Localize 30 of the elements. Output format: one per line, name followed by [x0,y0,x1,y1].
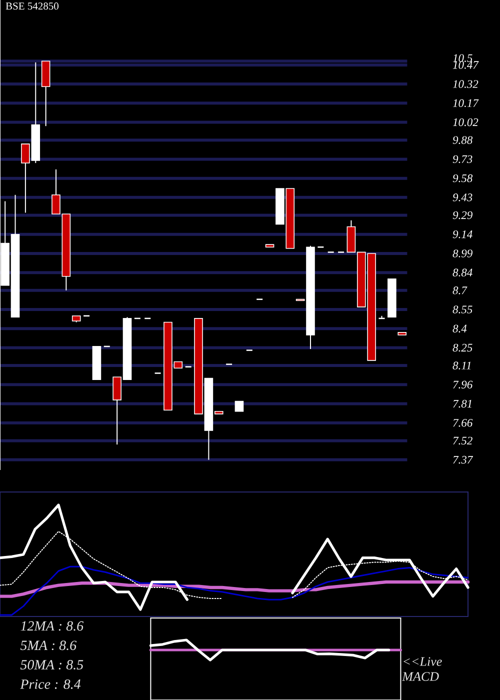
y-tick-label: 8.25 [452,344,472,352]
y-tick-label: 8.4 [452,324,467,333]
candlestick [234,400,244,412]
y-tick-label: 8.7 [452,286,468,294]
y-tick-label: 8.55 [452,306,472,314]
y-tick-label: 9.29 [452,211,472,220]
y-tick-label: 7.37 [453,456,474,464]
text: 5MA : 8.6 [20,640,77,650]
y-tick-label: 10.17 [452,99,479,108]
y-tick-label: 9.43 [452,194,472,202]
y-tick-label: 10.5 [452,54,472,62]
y-tick-label: 10.32 [452,80,478,88]
y-tick-label: 7.66 [453,418,473,427]
text: 12MA : 8.6 [20,621,84,631]
y-tick-label: 9.58 [452,174,473,182]
text: Price : 8.4 [20,679,81,689]
text: 50MA : 8.5 [20,660,84,670]
y-tick-label: 7.96 [453,380,473,389]
chart-title: BSE 542850 [6,2,58,10]
y-tick-label: 9.88 [452,136,473,144]
y-tick-label: 8.84 [452,268,472,276]
text: <<Live MACD [402,657,442,681]
y-tick-label: 7.81 [453,400,472,408]
y-tick-label: 7.52 [453,436,472,445]
y-tick-label: 9.14 [452,230,472,238]
y-tick-label: 10.02 [452,118,478,126]
y-tick-label: 10.47 [452,61,479,69]
y-tick-label: 8.99 [452,250,472,258]
y-tick-label: 9.73 [452,155,472,164]
y-tick-label: 8.11 [452,362,471,370]
